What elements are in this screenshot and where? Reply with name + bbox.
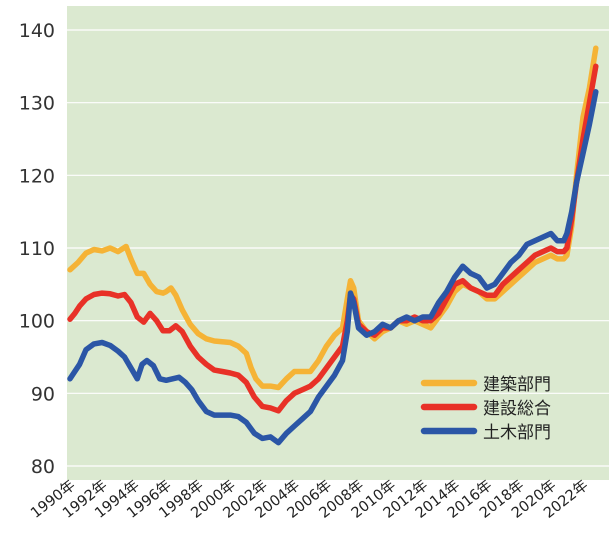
legend-label-2: 建設総合 <box>483 399 551 419</box>
y-tick-label-120: 120 <box>19 165 55 187</box>
y-tick-label-110: 110 <box>19 238 55 260</box>
y-tick-labels: 80 90 100 110 120 130 140 <box>19 20 55 478</box>
series-line-2 <box>67 63 599 414</box>
series-line-3 <box>67 89 599 446</box>
legend-label-1: 建築部門 <box>483 375 551 395</box>
plot-background <box>67 6 609 480</box>
y-tick-label-140: 140 <box>19 20 55 42</box>
series-line-1 <box>67 45 599 391</box>
y-tick-label-130: 130 <box>19 93 55 115</box>
legend-label-3: 土木部門 <box>483 423 551 443</box>
y-tick-label-100: 100 <box>19 311 55 333</box>
y-tick-label-80: 80 <box>31 456 55 478</box>
x-tick-labels: 1990年1992年1994年1996年1998年2000年2002年2004年… <box>27 477 591 522</box>
series-lines <box>67 45 599 446</box>
y-tick-label-90: 90 <box>31 383 55 405</box>
